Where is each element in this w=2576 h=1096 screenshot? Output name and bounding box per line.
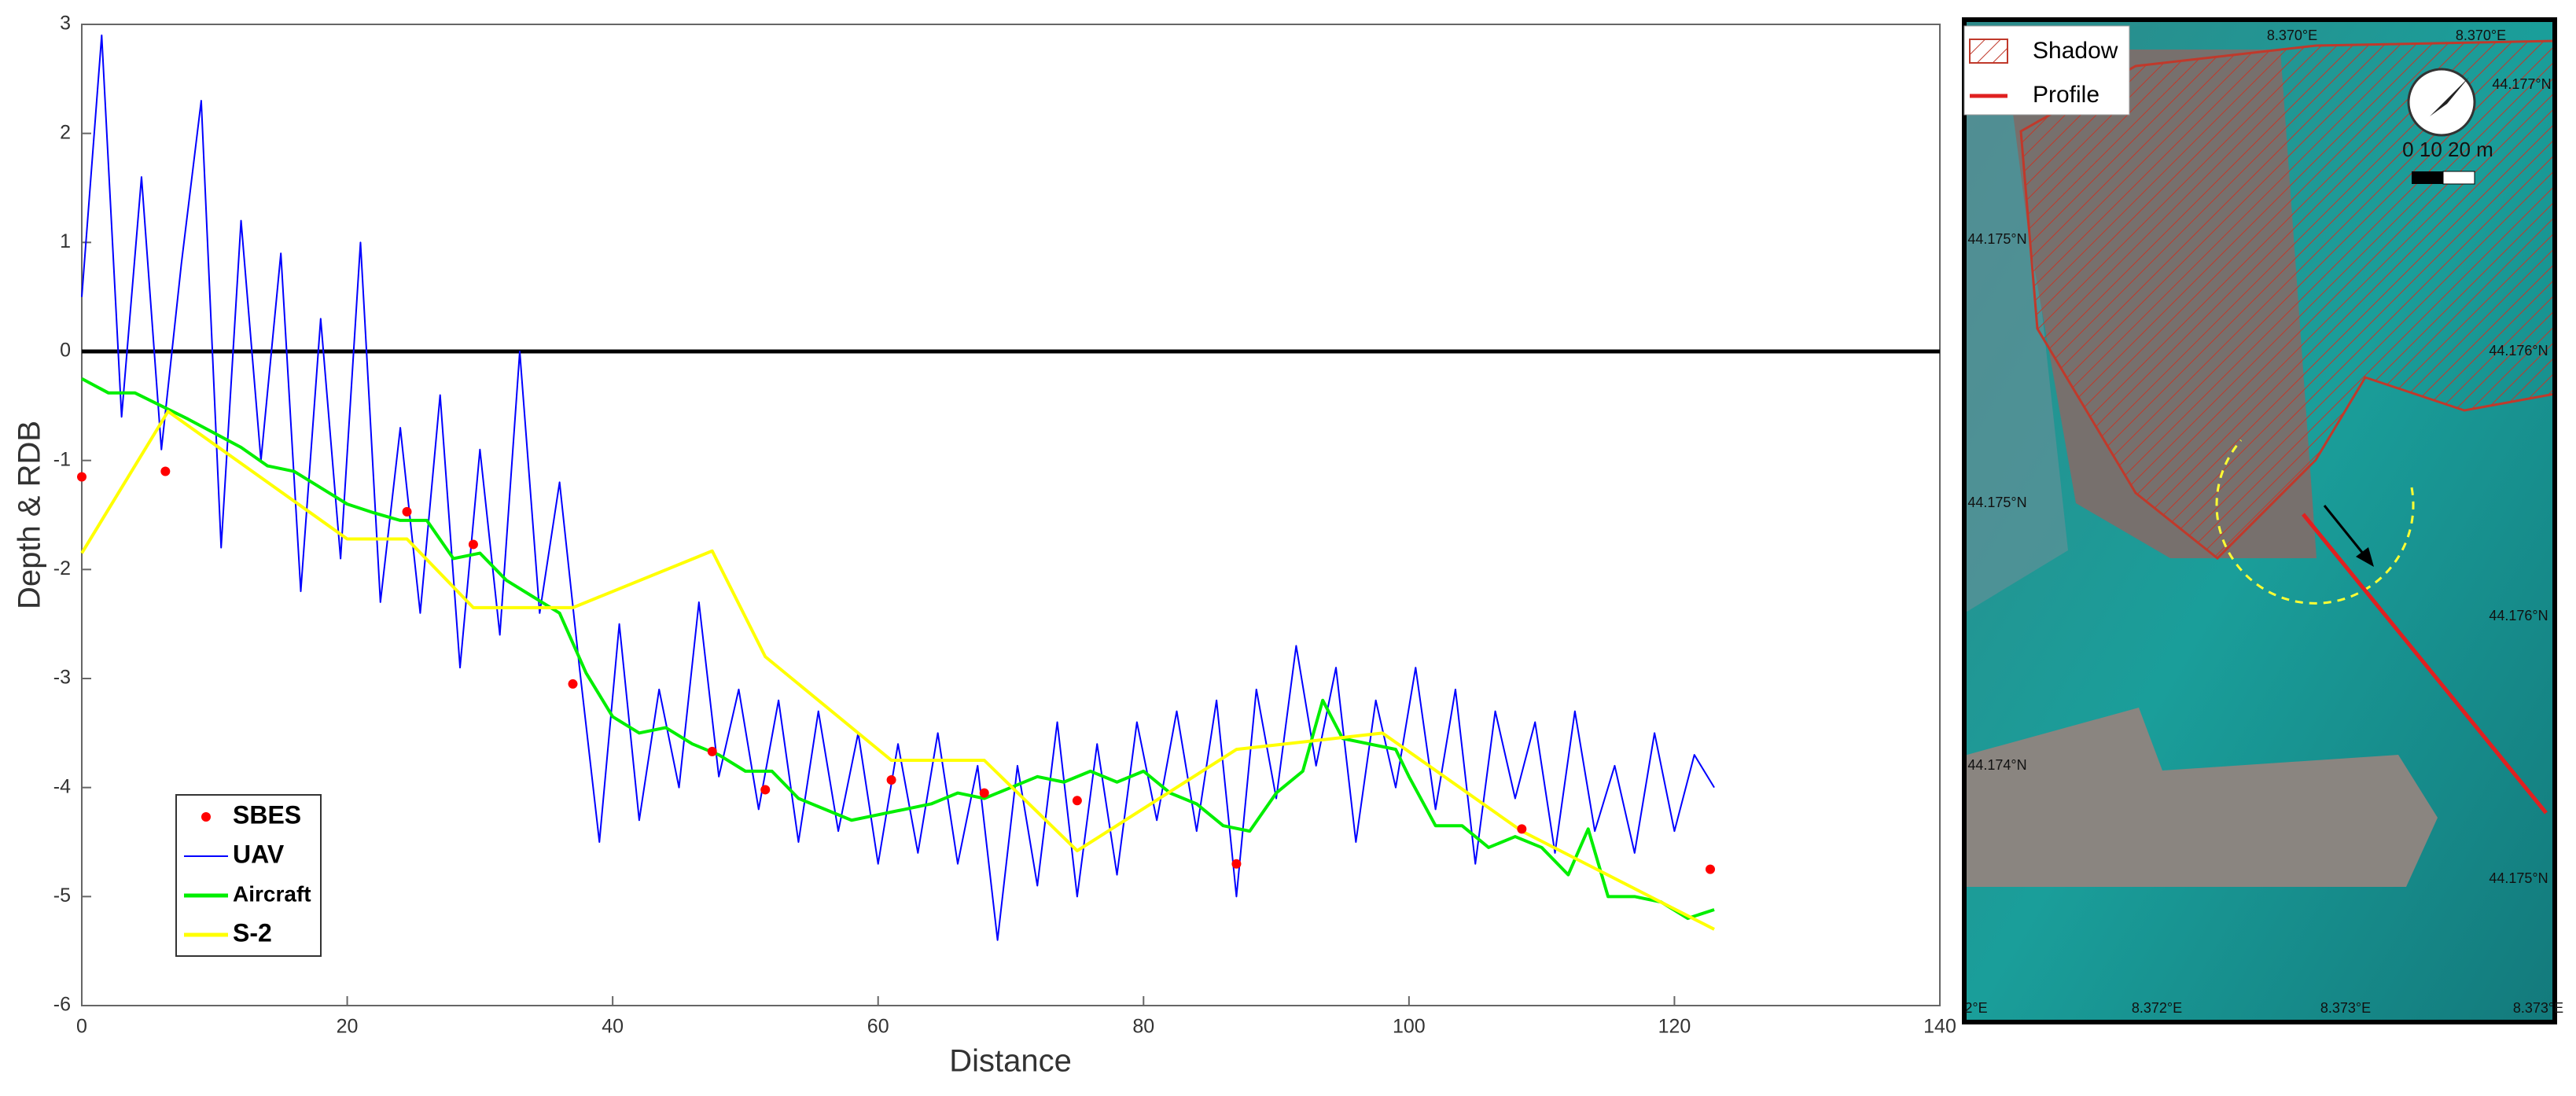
- series-line: [80, 410, 1715, 931]
- x-tick-label: 20: [337, 1016, 359, 1038]
- coordinate-label: 8.370°E: [2456, 28, 2506, 43]
- marina: [1964, 47, 2068, 613]
- coordinate-label: 44.175°N: [2489, 870, 2548, 886]
- data-point: [468, 539, 478, 550]
- data-point: [760, 785, 771, 795]
- coordinate-label: 44.177°N: [2492, 76, 2551, 92]
- scale-label: 0 10 20 m: [2402, 138, 2493, 161]
- y-tick-label: -3: [53, 667, 71, 689]
- x-tick-label: 120: [1658, 1016, 1691, 1038]
- data-point: [1231, 859, 1242, 869]
- chart: 0 20 40 60 80 100 120 140 -6 -5 -4 -3 -2 -1 0 1 2 3 SBES UA…: [53, 13, 1956, 1038]
- legend-marker: [201, 812, 211, 822]
- map-frame: [1962, 17, 2557, 1024]
- compass-needle: [2430, 77, 2469, 116]
- data-point: [402, 506, 412, 517]
- data-point: [1706, 864, 1716, 874]
- data-point: [568, 679, 578, 689]
- legend-label: SBES: [233, 800, 301, 829]
- coordinate-label: 8.373°E: [2320, 1000, 2371, 1016]
- arrow-head: [2356, 547, 2374, 567]
- shadow-swatch: [1969, 39, 2008, 64]
- x-axis-label: Distance: [949, 1044, 1072, 1079]
- data-point: [160, 466, 171, 476]
- series-line: [81, 34, 1715, 941]
- x-tick-label: 80: [1132, 1016, 1154, 1038]
- data-point: [1072, 796, 1082, 806]
- data-point: [707, 746, 717, 756]
- x-tick-label: 60: [867, 1016, 889, 1038]
- coordinate-label: 8.372°E: [2132, 1000, 2182, 1016]
- x-tick-label: 100: [1393, 1016, 1426, 1038]
- plot-area: [81, 24, 1941, 1006]
- x-tick-label: 40: [602, 1016, 624, 1038]
- data-point: [77, 472, 86, 482]
- legend-box: [175, 794, 322, 957]
- coordinate-label: 44.175°N: [1967, 231, 2026, 247]
- coordinate-label: 44.174°N: [1967, 757, 2026, 773]
- data-point: [1517, 824, 1527, 834]
- breakwater: [1964, 708, 2438, 887]
- y-tick-label: 1: [60, 230, 71, 252]
- y-tick-label: -2: [53, 557, 71, 579]
- data-point: [979, 788, 989, 798]
- legend-label: Aircraft: [233, 881, 311, 906]
- coordinate-label: 44.176°N: [2489, 343, 2548, 359]
- coordinate-label: 8.370°E: [2267, 28, 2317, 43]
- y-tick-label: 2: [60, 121, 71, 143]
- y-tick-label: -1: [53, 448, 71, 470]
- profile-line: [2302, 513, 2548, 815]
- y-axis-label: Depth & RDB: [13, 421, 47, 609]
- y-tick-label: 0: [60, 340, 71, 362]
- series-line: [81, 377, 1715, 921]
- y-tick-label: -5: [53, 885, 71, 907]
- legend-label: S-2: [233, 918, 272, 947]
- x-tick-label: 140: [1923, 1016, 1956, 1038]
- coordinate-label: 8.373°E: [2513, 1000, 2563, 1016]
- map-legend-label: Profile: [2033, 82, 2099, 108]
- compass: [2407, 68, 2476, 137]
- coordinate-label: 44.176°N: [2489, 608, 2548, 623]
- coordinate-label: 44.175°N: [1967, 495, 2026, 510]
- footprint-arc: [2215, 440, 2415, 605]
- map: Shadow Profile 0 10 20 m 8.370°E 8.370°E 4…: [1962, 17, 2563, 1024]
- legend-label: UAV: [233, 840, 285, 868]
- x-tick-label: 0: [76, 1016, 87, 1038]
- scale-bar: [2412, 171, 2443, 184]
- data-point: [886, 774, 896, 785]
- direction-arrow: [2323, 505, 2368, 559]
- y-tick-label: -6: [53, 994, 71, 1016]
- coordinate-label: 2°E: [1964, 1000, 1987, 1016]
- shadow-area: [2019, 39, 2556, 561]
- map-legend-label: Shadow: [2033, 38, 2118, 64]
- y-tick-label: 3: [60, 13, 71, 35]
- y-tick-label: -4: [53, 775, 71, 797]
- scale-bar: [2442, 171, 2475, 185]
